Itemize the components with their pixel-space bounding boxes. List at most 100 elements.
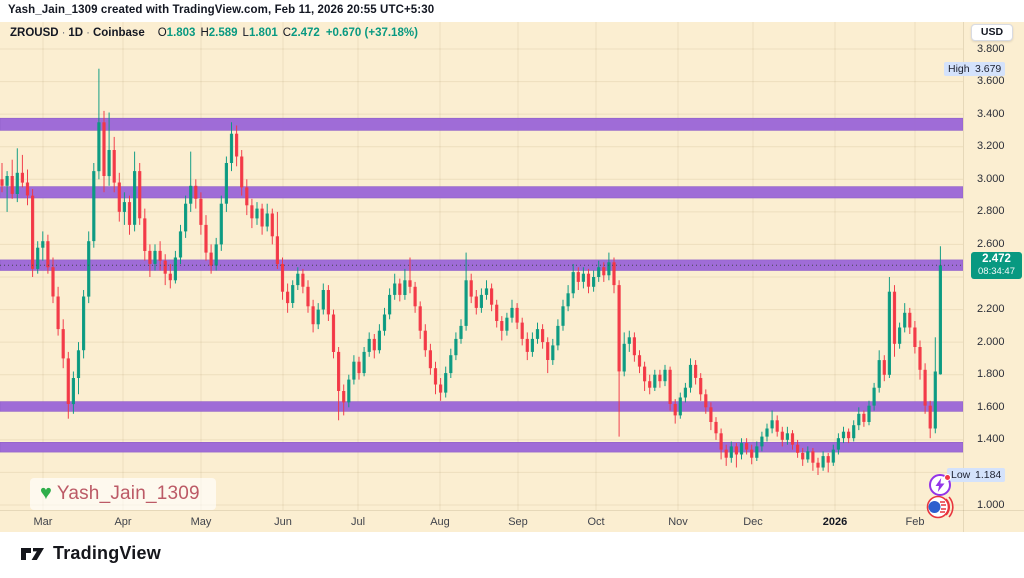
exchange-label[interactable]: Coinbase <box>92 27 145 39</box>
candle-body <box>484 288 489 295</box>
candle-body <box>683 387 687 398</box>
lightning-widget-button[interactable] <box>929 474 951 496</box>
candle-body <box>408 280 412 287</box>
time-axis-label: Dec <box>743 516 763 528</box>
price-axis-label: 1.000 <box>977 498 1005 511</box>
price-axis-separator <box>963 22 964 532</box>
candle-body <box>892 291 897 344</box>
candle-body <box>928 405 932 429</box>
candle-body <box>796 444 800 453</box>
candle-body <box>454 338 458 356</box>
flag-widget-button[interactable] <box>924 494 956 520</box>
candle-body <box>841 431 846 439</box>
support-resistance-zone <box>0 441 963 453</box>
candle-body <box>107 150 111 177</box>
candle-body <box>836 438 840 450</box>
interval-label[interactable]: 1D <box>68 27 84 39</box>
last-price-value: 2.472 <box>982 253 1011 266</box>
candle-body <box>280 264 285 292</box>
candle-body <box>535 329 540 339</box>
candle-body <box>913 327 917 347</box>
price-axis-label: 3.200 <box>977 140 1005 153</box>
candle-body <box>632 337 636 356</box>
candle-body <box>342 391 346 403</box>
candle-body <box>311 306 315 325</box>
symbol-legend[interactable]: ZROUSD · 1D · Coinbase O1.803 H2.589 L1.801 C2.4… <box>10 27 418 39</box>
candle-body <box>821 456 825 468</box>
candle-body <box>31 195 35 269</box>
candle-body <box>306 286 310 307</box>
candle-body <box>586 273 591 287</box>
candle-body <box>592 277 596 287</box>
candle-body <box>418 306 422 331</box>
candle-body <box>372 338 376 351</box>
tradingview-logo[interactable]: TradingView <box>20 543 161 564</box>
candle-body <box>41 241 45 248</box>
candle-body <box>61 329 65 359</box>
candle-body <box>168 273 172 281</box>
candle-body <box>321 290 325 310</box>
candle-body <box>51 267 55 297</box>
candle-body <box>275 236 279 264</box>
candle-body <box>581 273 585 282</box>
price-axis-label: 2.000 <box>977 335 1005 348</box>
price-axis-label: 3.000 <box>977 172 1005 185</box>
candle-body <box>612 262 616 286</box>
candle-body <box>433 368 438 385</box>
candle-body <box>423 330 427 351</box>
currency-toggle-button[interactable]: USD <box>971 24 1013 41</box>
candle-body <box>653 374 657 388</box>
attribution-bar: Yash_Jain_1309 created with TradingView.… <box>0 0 1024 22</box>
candle-body <box>444 373 448 393</box>
time-axis-label: Sep <box>508 516 528 528</box>
candle-body <box>459 325 463 339</box>
candle-body <box>719 433 723 450</box>
candlestick-chart[interactable] <box>0 22 963 510</box>
price-axis-label: 3.400 <box>977 107 1005 120</box>
symbol-name[interactable]: ZROUSD <box>10 27 59 39</box>
candle-body <box>602 267 606 276</box>
candle-body <box>643 366 647 382</box>
time-axis-label: Mar <box>33 516 53 528</box>
candle-body <box>112 150 116 183</box>
candle-body <box>627 337 631 344</box>
candle-body <box>908 312 912 328</box>
ohlc-values: O1.803 H2.589 L1.801 C2.472 <box>153 27 320 39</box>
bar-countdown: 08:34:47 <box>978 266 1015 278</box>
watermark-username: Yash_Jain_1309 <box>56 482 200 504</box>
candle-body <box>867 405 871 422</box>
candle-body <box>694 364 698 378</box>
candle-body <box>398 283 402 295</box>
candle-body <box>337 351 341 391</box>
candle-body <box>673 404 677 416</box>
candle-body <box>92 171 96 242</box>
time-axis[interactable]: Mar Apr May Jun Jul Aug Sep Oct Nov Dec 2026 Feb <box>0 510 1024 532</box>
candle-body <box>10 176 14 194</box>
attribution-text: Yash_Jain_1309 created with TradingView.… <box>8 4 435 16</box>
candle-body <box>847 431 851 439</box>
candle-body <box>362 351 366 374</box>
candle-body <box>250 205 254 219</box>
candle-body <box>367 338 371 352</box>
candle-body <box>148 250 152 264</box>
legend-separator: · <box>61 27 66 39</box>
candle-body <box>352 361 356 380</box>
candle-body <box>377 330 381 351</box>
candle-body <box>831 449 835 463</box>
candle-body <box>525 338 529 352</box>
ohlc-value: 1.801 <box>248 27 278 39</box>
candle-body <box>240 156 244 188</box>
candle-body <box>576 272 580 282</box>
price-axis-label: 1.400 <box>977 433 1005 446</box>
ohlc-letter: L <box>242 27 249 39</box>
candle-body <box>464 280 468 326</box>
candle-body <box>479 294 483 308</box>
chart-pane[interactable]: ZROUSD · 1D · Coinbase O1.803 H2.589 L1.801 C2.4… <box>0 22 1024 532</box>
green-heart-icon: ♥ <box>40 482 52 504</box>
candle-body <box>923 369 927 406</box>
candle-body <box>36 247 40 269</box>
candle-body <box>714 421 718 434</box>
candle-body <box>709 407 713 422</box>
candle-body <box>204 224 208 253</box>
candle-body <box>25 182 30 196</box>
